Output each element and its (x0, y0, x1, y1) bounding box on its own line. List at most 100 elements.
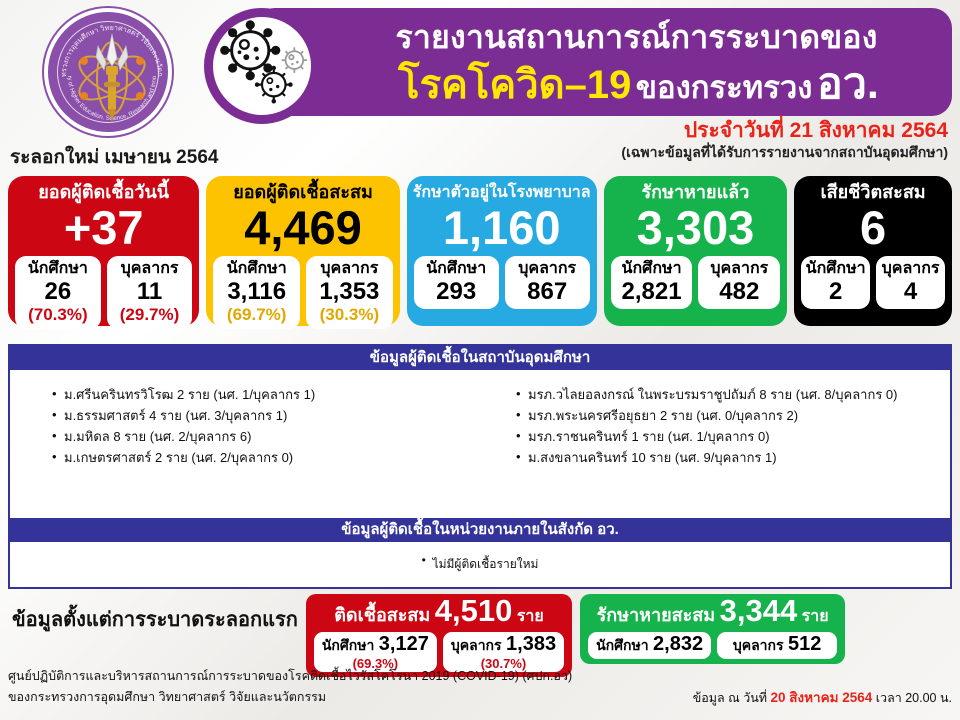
breakdown-student: นักศึกษา 26 (70.3%) (15, 256, 101, 329)
breakdown-student-label: นักศึกษา (621, 260, 682, 277)
stat-card-hospitalized: รักษาตัวอยู่ในโรงพยาบาล 1,160 นักศึกษา 2… (406, 176, 597, 326)
breakdown-staff-label: บุคลากร (120, 260, 179, 277)
summary-staff-pct: (30.7%) (480, 656, 527, 671)
summary-recovered-label: รักษาหายสะสม (596, 605, 716, 625)
breakdown-student-label: นักศึกษา (805, 260, 866, 277)
breakdown-staff-value: 867 (527, 278, 568, 305)
breakdown-staff-value: 11 (136, 278, 163, 305)
card-breakdown: นักศึกษา 3,116 (69.7%) บุคลากร 1,353 (30… (213, 256, 393, 329)
summary-staff-label: บุคลากร (450, 637, 502, 653)
agency-list: ไม่มีผู้ติดเชื้อรายใหม่ (10, 542, 950, 587)
summary-cumulative-recovered: รักษาหายสะสม 3,344 ราย นักศึกษา 2,832 บุ… (580, 593, 846, 664)
card-breakdown: นักศึกษา 26 (70.3%) บุคลากร 11 (29.7%) (15, 256, 193, 329)
stat-cards: ยอดผู้ติดเชื้อวันนี้ +37 นักศึกษา 26 (70… (8, 176, 953, 329)
summary-cumulative-breakdown: นักศึกษา 3,127 (69.3%) บุคลากร 1,383 (30… (313, 632, 565, 672)
summary-recovered-unit: ราย (801, 608, 829, 625)
page-header: กระทรวงการอุดมศึกษา วิทยาศาสตร์ วิจัยและ… (0, 0, 960, 170)
summary-cumulative-unit: ราย (516, 608, 544, 625)
card-title: เสียชีวิตสะสม (820, 182, 926, 202)
breakdown-student-value: 2 (828, 278, 843, 305)
breakdown-staff: บุคลากร 11 (29.7%) (106, 256, 193, 329)
breakdown-staff: บุคลากร 1,353 (30.3%) (306, 256, 393, 329)
list-item: ม.มหิดล 8 ราย (นศ. 2/บุคลากร 6) (52, 425, 486, 447)
summary-cumulative-headline: ติดเชื้อสะสม 4,510 ราย (314, 593, 564, 632)
title-line-2: โรคโควิด–19 ของกระทรวง อว. (335, 59, 952, 119)
summary-student-label: นักศึกษา (596, 637, 649, 653)
summary-student-box: นักศึกษา 3,127 (69.3%) (313, 632, 437, 672)
report-date-note: (เฉพาะข้อมูลที่ได้รับการรายงานจากสถาบันอ… (621, 144, 948, 160)
detail-panel: ข้อมูลผู้ติดเชื้อในสถาบันอุดมศึกษา ม.ศรี… (8, 344, 952, 589)
breakdown-student: นักศึกษา 3,116 (69.7%) (213, 256, 301, 329)
card-breakdown: นักศึกษา 293 บุคลากร 867 (413, 256, 590, 309)
breakdown-student: นักศึกษา 2 (801, 256, 871, 309)
report-date-block: ประจำวันที่ 21 สิงหาคม 2564 (เฉพาะข้อมูล… (621, 118, 948, 162)
report-date: ประจำวันที่ 21 สิงหาคม 2564 (683, 119, 948, 142)
breakdown-staff-label: บุคลากร (320, 260, 379, 277)
breakdown-student-value: 293 (436, 278, 477, 305)
card-breakdown: นักศึกษา 2 บุคลากร 4 (801, 256, 946, 309)
summary-student-box: นักศึกษา 2,832 (588, 632, 712, 659)
footer-line-2: ของกระทรวงการอุดมศึกษา วิทยาศาสตร์ วิจัย… (8, 687, 952, 708)
summary-staff-value: 512 (787, 633, 822, 655)
breakdown-student: นักศึกษา 293 (413, 256, 499, 309)
card-value: 6 (860, 201, 887, 254)
summary-recovered-value: 3,344 (719, 593, 798, 628)
list-item: ม.เกษตรศาสตร์ 2 ราย (นศ. 2/บุคลากร 0) (52, 446, 486, 468)
footer-data-suffix: เวลา 20.00 น. (872, 691, 952, 705)
stat-card-deaths: เสียชีวิตสะสม 6 นักศึกษา 2 บุคลากร 4 (794, 176, 953, 326)
ministry-seal-icon: กระทรวงการอุดมศึกษา วิทยาศาสตร์ วิจัยและ… (44, 8, 172, 136)
title-line-1: รายงานสถานการณ์การระบาดของ (395, 19, 878, 55)
breakdown-student-pct: (69.7%) (226, 305, 287, 324)
breakdown-staff-value: 1,353 (319, 278, 380, 305)
footer-data-date: 20 สิงหาคม 2564 (770, 690, 873, 705)
list-item: มรภ.ราชนครินทร์ 1 ราย (นศ. 1/บุคลากร 0) (516, 425, 950, 447)
breakdown-staff-pct: (29.7%) (119, 305, 180, 324)
card-value: 4,469 (244, 201, 362, 254)
summary-staff-box: บุคลากร 1,383 (30.7%) (442, 632, 565, 672)
stat-card-total-cases: ยอดผู้ติดเชื้อสะสม 4,469 นักศึกษา 3,116 … (206, 176, 400, 329)
summary-cumulative-value: 4,510 (434, 593, 513, 628)
card-title: รักษาตัวอยู่ในโรงพยาบาล (412, 184, 591, 201)
list-item: มรภ.วไลยอลงกรณ์ ในพระบรมราชูปถัมภ์ 8 ราย… (516, 383, 950, 405)
breakdown-staff-value: 482 (719, 278, 760, 305)
summary-cumulative-label: ติดเชื้อสะสม (334, 605, 431, 625)
list-item: ม.ธรรมศาสตร์ 4 ราย (นศ. 3/บุคลากร 1) (52, 404, 486, 426)
footer-line-2-text: ของกระทรวงการอุดมศึกษา วิทยาศาสตร์ วิจัย… (8, 690, 327, 704)
summary-student-label: นักศึกษา (321, 637, 375, 653)
summary-staff-label: บุคลากร (732, 637, 784, 653)
page-footer: ศูนย์ปฏิบัติการและบริหารสถานการณ์การระบา… (8, 666, 952, 708)
breakdown-student-value: 2,821 (621, 278, 682, 305)
card-value: +37 (63, 201, 144, 254)
breakdown-staff: บุคลากร 4 (876, 256, 946, 309)
panel-header-institutions: ข้อมูลผู้ติดเชื้อในสถาบันอุดมศึกษา (10, 346, 950, 370)
card-title: ยอดผู้ติดเชื้อสะสม (233, 182, 373, 202)
institution-list-left: ม.ศรีนครินทรวิโรฒ 2 ราย (นศ. 1/บุคลากร 1… (10, 383, 486, 518)
summary-staff-box: บุคลากร 512 (717, 632, 838, 659)
stat-card-today-cases: ยอดผู้ติดเชื้อวันนี้ +37 นักศึกษา 26 (70… (8, 176, 200, 329)
summary-staff-value: 1,383 (506, 633, 557, 655)
breakdown-student-label: นักศึกษา (426, 260, 487, 277)
card-title: รักษาหายแล้ว (641, 182, 750, 202)
summary-student-value: 3,127 (378, 633, 429, 655)
seal-inner-ring (57, 21, 159, 123)
breakdown-student-label: นักศึกษา (27, 260, 88, 277)
breakdown-staff: บุคลากร 867 (504, 256, 590, 309)
wave-label: ระลอกใหม่ เมษายน 2564 (10, 147, 219, 168)
institution-lists: ม.ศรีนครินทรวิโรฒ 2 ราย (นศ. 1/บุคลากร 1… (10, 370, 950, 518)
title-covid-label: โรคโควิด–19 (398, 63, 632, 107)
breakdown-staff-value: 4 (903, 278, 918, 305)
coronavirus-icon (204, 8, 320, 124)
breakdown-student: นักศึกษา 2,821 (610, 256, 693, 309)
list-item: ไม่มีผู้ติดเชื้อรายใหม่ (422, 553, 539, 574)
list-item: ม.ศรีนครินทรวิโรฒ 2 ราย (นศ. 1/บุคลากร 1… (52, 383, 486, 405)
summary-recovered-headline: รักษาหายสะสม 3,344 ราย (588, 593, 837, 632)
card-value: 3,303 (636, 201, 755, 254)
summary-row: ข้อมูลตั้งแต่การระบาดระลอกแรก ติดเชื้อสะ… (8, 593, 952, 677)
summary-student-pct: (69.3%) (352, 656, 399, 671)
breakdown-staff-pct: (30.3%) (319, 305, 380, 324)
summary-student-value: 2,832 (653, 633, 704, 655)
card-breakdown: นักศึกษา 2,821 บุคลากร 482 (610, 256, 781, 309)
list-item: ม.สงขลานครินทร์ 10 ราย (นศ. 9/บุคลากร 1) (516, 446, 950, 468)
breakdown-staff-label: บุคลากร (881, 260, 940, 277)
title-of-label: ของกระทรวง (635, 70, 813, 105)
